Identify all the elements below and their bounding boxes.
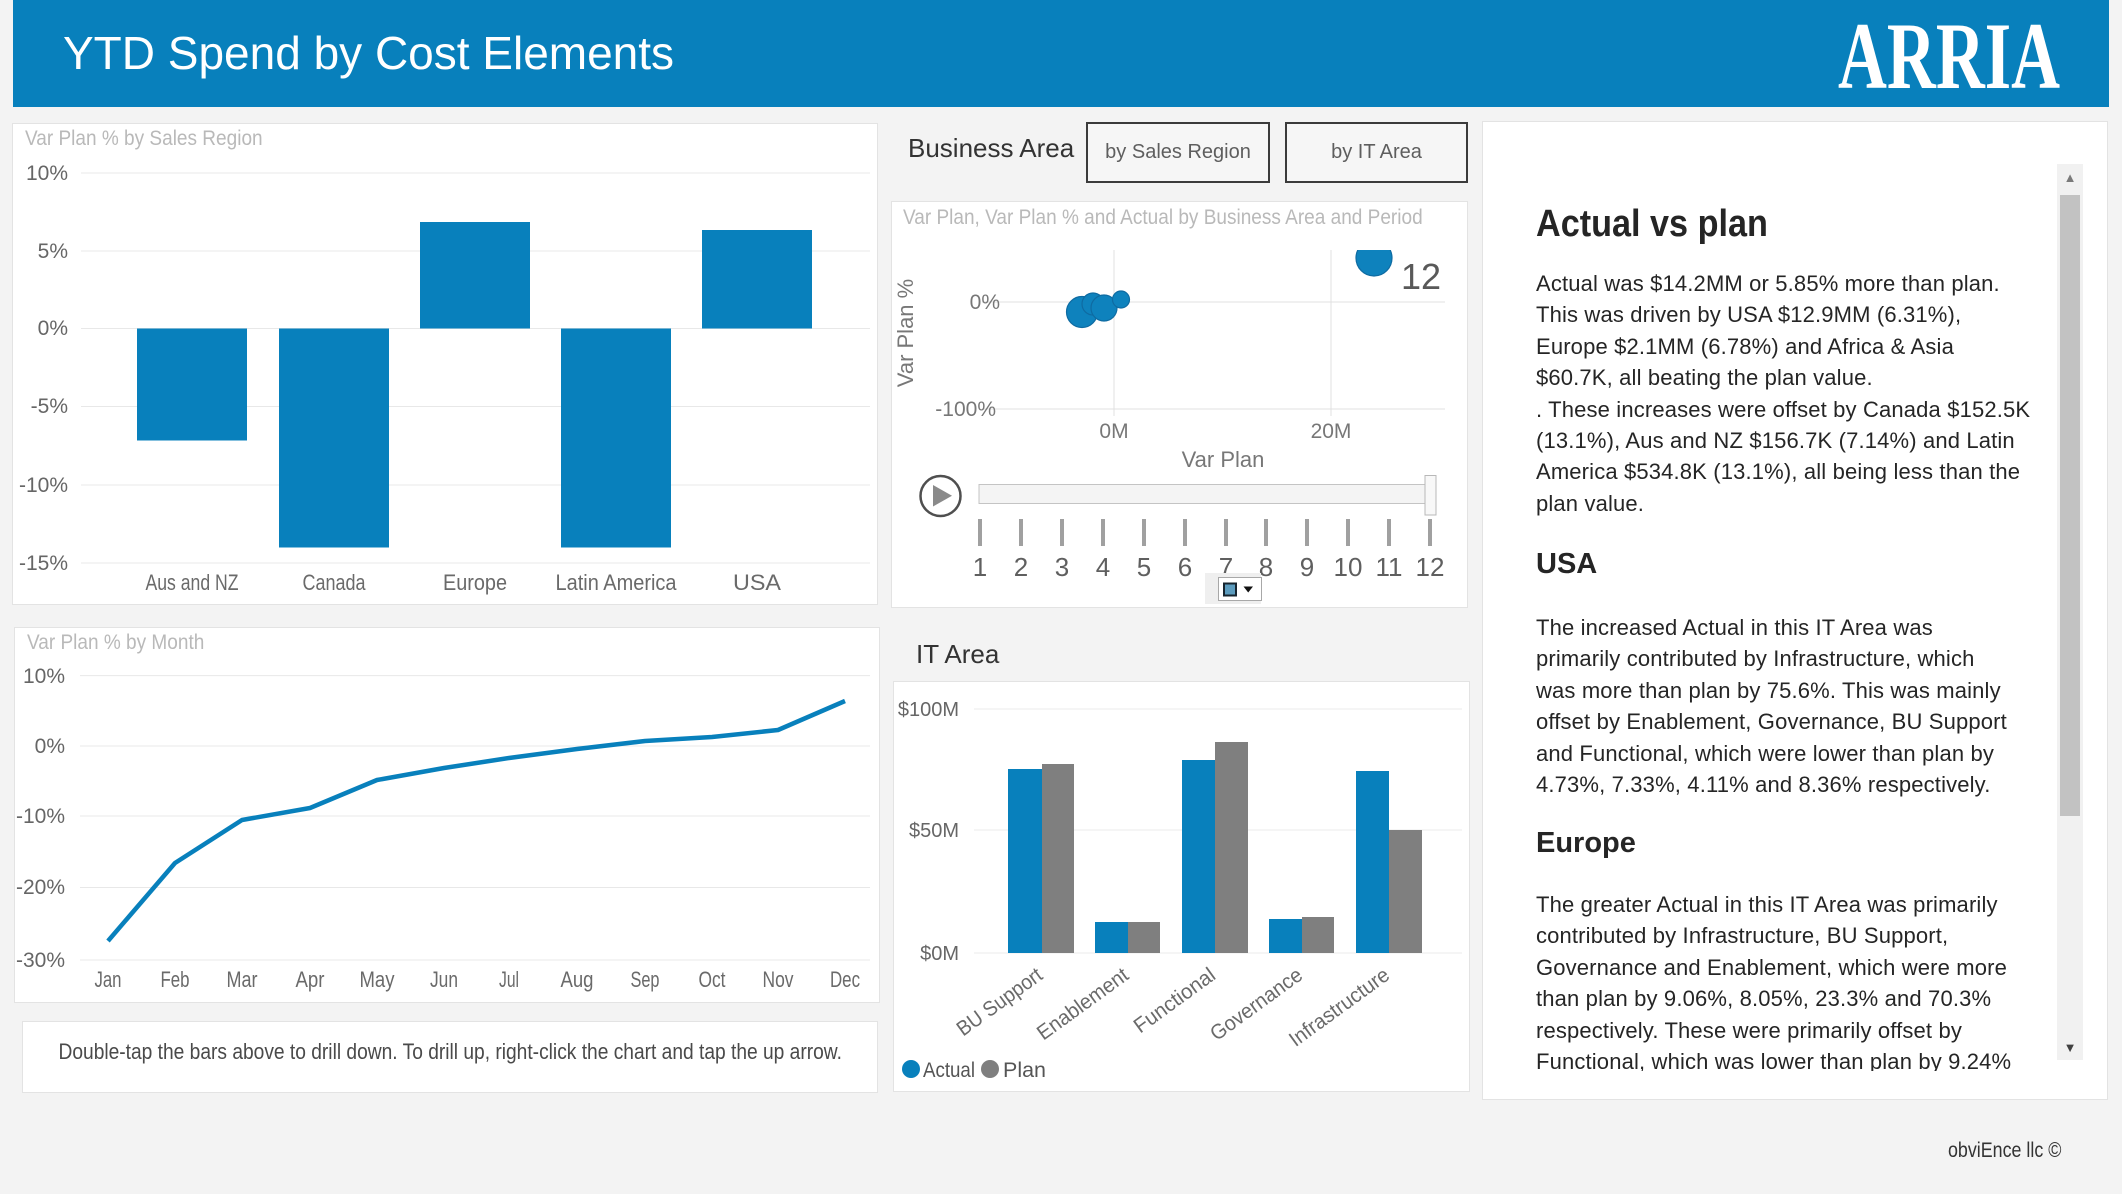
svg-text:Apr: Apr	[296, 967, 325, 992]
svg-text:0M: 0M	[1099, 420, 1128, 443]
svg-text:0%: 0%	[38, 317, 68, 340]
svg-text:Var Plan %: Var Plan %	[893, 279, 918, 387]
svg-text:5%: 5%	[38, 240, 68, 263]
svg-text:3: 3	[1055, 552, 1069, 582]
svg-text:Latin America: Latin America	[556, 570, 678, 595]
svg-text:Canada: Canada	[303, 570, 367, 595]
svg-text:10%: 10%	[26, 162, 68, 185]
svg-text:-20%: -20%	[16, 876, 65, 899]
svg-text:Jun: Jun	[430, 967, 458, 992]
svg-text:-30%: -30%	[16, 949, 65, 972]
svg-text:20M: 20M	[1311, 420, 1352, 443]
svg-text:USA: USA	[733, 570, 781, 595]
svg-text:Enablement: Enablement	[1033, 963, 1133, 1045]
svg-text:5: 5	[1137, 552, 1151, 582]
svg-text:-10%: -10%	[16, 805, 65, 828]
svg-text:0%: 0%	[35, 735, 65, 758]
svg-text:Jan: Jan	[95, 967, 122, 992]
svg-text:May: May	[360, 967, 395, 992]
svg-text:11: 11	[1376, 552, 1403, 582]
svg-text:Actual: Actual	[923, 1059, 975, 1082]
svg-text:-10%: -10%	[19, 474, 68, 497]
svg-text:BU Support: BU Support	[953, 963, 1048, 1040]
svg-text:9: 9	[1300, 552, 1314, 582]
svg-text:ARRIA: ARRIA	[1838, 23, 2060, 91]
svg-text:$0M: $0M	[920, 943, 959, 965]
svg-text:$50M: $50M	[909, 820, 959, 842]
svg-text:Aug: Aug	[561, 967, 594, 992]
svg-text:-15%: -15%	[19, 552, 68, 575]
svg-text:10%: 10%	[23, 665, 65, 688]
svg-text:Plan: Plan	[1003, 1059, 1046, 1082]
svg-text:$100M: $100M	[898, 699, 959, 721]
svg-text:6: 6	[1178, 552, 1192, 582]
svg-text:-5%: -5%	[31, 395, 68, 418]
svg-text:Sep: Sep	[631, 967, 660, 992]
svg-text:0%: 0%	[970, 291, 1000, 314]
svg-text:-100%: -100%	[935, 398, 996, 421]
svg-text:10: 10	[1334, 552, 1363, 582]
svg-text:Nov: Nov	[763, 967, 794, 992]
svg-text:Aus and NZ: Aus and NZ	[146, 570, 239, 595]
svg-text:Mar: Mar	[227, 967, 258, 992]
svg-text:Oct: Oct	[699, 967, 726, 992]
svg-text:1: 1	[973, 552, 987, 582]
svg-text:2: 2	[1014, 552, 1028, 582]
svg-text:4: 4	[1096, 552, 1110, 582]
svg-text:12: 12	[1401, 256, 1441, 297]
svg-text:Dec: Dec	[830, 967, 860, 992]
svg-text:12: 12	[1416, 552, 1445, 582]
svg-text:Feb: Feb	[161, 967, 190, 992]
svg-text:Europe: Europe	[443, 570, 507, 595]
svg-text:Jul: Jul	[499, 967, 519, 992]
svg-text:Var Plan: Var Plan	[1182, 447, 1265, 472]
svg-text:8: 8	[1259, 552, 1273, 582]
